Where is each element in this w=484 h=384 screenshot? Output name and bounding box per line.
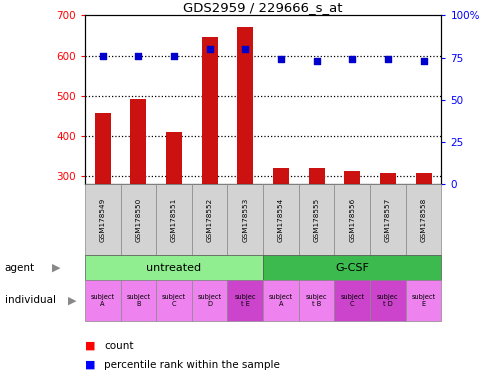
Bar <box>166 132 182 184</box>
Text: GSM178556: GSM178556 <box>348 198 354 242</box>
Point <box>241 46 249 52</box>
Text: GSM178549: GSM178549 <box>100 198 106 242</box>
Bar <box>415 173 431 184</box>
Point <box>134 53 142 59</box>
Bar <box>308 168 324 184</box>
Text: GSM178554: GSM178554 <box>277 198 283 242</box>
Text: subject
A: subject A <box>91 294 115 307</box>
Text: ▶: ▶ <box>51 263 60 273</box>
Point <box>205 46 213 52</box>
Text: subject
E: subject E <box>410 294 435 307</box>
Text: GSM178550: GSM178550 <box>135 198 141 242</box>
Text: untreated: untreated <box>146 263 201 273</box>
Title: GDS2959 / 229666_s_at: GDS2959 / 229666_s_at <box>183 1 342 14</box>
Text: individual: individual <box>5 295 56 306</box>
Text: subjec
t D: subjec t D <box>377 294 398 307</box>
Text: subjec
t B: subjec t B <box>305 294 327 307</box>
Text: GSM178555: GSM178555 <box>313 198 319 242</box>
Point <box>99 53 106 59</box>
Text: GSM178558: GSM178558 <box>420 198 425 242</box>
Point <box>170 53 178 59</box>
Point <box>348 56 355 62</box>
Text: ■: ■ <box>85 341 95 351</box>
Bar <box>201 38 217 184</box>
Bar <box>130 99 146 184</box>
Text: GSM178557: GSM178557 <box>384 198 390 242</box>
Text: GSM178552: GSM178552 <box>206 198 212 242</box>
Text: GSM178551: GSM178551 <box>171 198 177 242</box>
Bar <box>272 168 288 184</box>
Point <box>276 56 284 62</box>
Bar <box>379 173 395 184</box>
Bar <box>344 171 360 184</box>
Text: subjec
t E: subjec t E <box>234 294 256 307</box>
Text: subject
C: subject C <box>162 294 186 307</box>
Text: ▶: ▶ <box>67 295 76 306</box>
Point <box>419 58 426 64</box>
Text: subject
D: subject D <box>197 294 221 307</box>
Bar <box>237 26 253 184</box>
Bar <box>94 113 110 184</box>
Text: percentile rank within the sample: percentile rank within the sample <box>104 360 280 370</box>
Text: subject
B: subject B <box>126 294 150 307</box>
Text: subject
C: subject C <box>339 294 363 307</box>
Text: G-CSF: G-CSF <box>334 263 368 273</box>
Text: ■: ■ <box>85 360 95 370</box>
Point <box>383 56 391 62</box>
Text: subject
A: subject A <box>268 294 292 307</box>
Text: count: count <box>104 341 134 351</box>
Point <box>312 58 320 64</box>
Text: GSM178553: GSM178553 <box>242 198 248 242</box>
Text: agent: agent <box>5 263 35 273</box>
